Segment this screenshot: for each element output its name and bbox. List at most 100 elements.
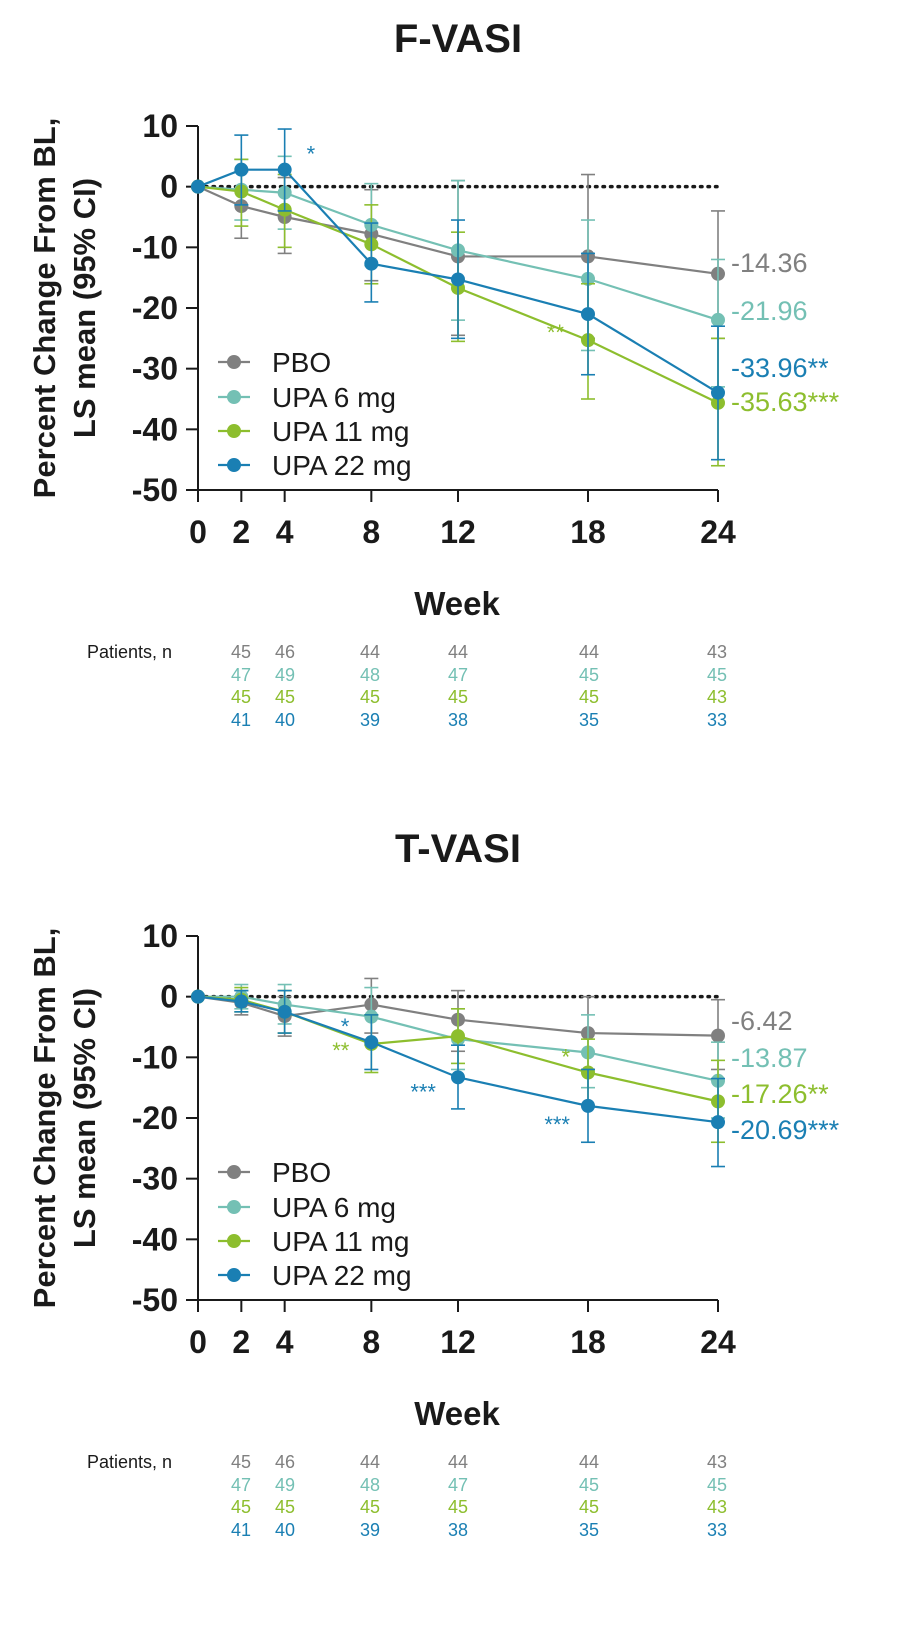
data-point xyxy=(581,1098,595,1113)
legend-swatch-marker xyxy=(227,1200,241,1214)
end-value-label: -17.26** xyxy=(731,1079,829,1109)
end-value-label: -6.42 xyxy=(731,1006,793,1036)
y-tick-label: 0 xyxy=(160,169,178,205)
data-point xyxy=(711,385,725,400)
x-tick-label: 24 xyxy=(700,514,736,550)
legend-label: UPA 22 mg xyxy=(272,450,412,481)
legend-label: UPA 6 mg xyxy=(272,382,396,413)
legend-label: UPA 11 mg xyxy=(272,416,409,447)
patient-count: 38 xyxy=(448,710,468,730)
patient-count: 44 xyxy=(579,1452,599,1472)
end-value-label: -33.96** xyxy=(731,353,829,383)
patient-count: 49 xyxy=(275,665,295,685)
y-tick-label: -30 xyxy=(132,351,178,387)
end-value-label: -13.87 xyxy=(731,1043,808,1073)
patient-count: 45 xyxy=(360,687,380,707)
legend-swatch-marker xyxy=(227,1268,241,1282)
x-tick-label: 2 xyxy=(232,1324,250,1360)
data-point xyxy=(277,1004,292,1019)
significance-marker: * xyxy=(561,1045,570,1070)
patient-count: 44 xyxy=(360,642,380,662)
end-value-label: -20.69*** xyxy=(731,1115,840,1145)
y-tick-label: -50 xyxy=(132,472,178,508)
legend-label: UPA 11 mg xyxy=(272,1226,409,1257)
patient-count: 48 xyxy=(360,665,380,685)
y-tick-label: -20 xyxy=(132,290,178,326)
significance-marker: *** xyxy=(410,1079,436,1104)
patient-count: 47 xyxy=(231,1475,251,1495)
legend-swatch-marker xyxy=(227,1165,241,1179)
data-point xyxy=(234,994,249,1009)
patient-count: 39 xyxy=(360,710,380,730)
patient-count: 45 xyxy=(448,1497,468,1517)
legend-swatch-marker xyxy=(227,458,241,472)
y-axis-label: Percent Change From BL, LS mean (95% CI) xyxy=(27,928,102,1309)
y-tick-label: -40 xyxy=(132,411,178,447)
y-axis-label-line2: LS mean (95% CI) xyxy=(67,178,102,438)
x-axis-label: Week xyxy=(414,1395,500,1432)
data-point xyxy=(191,989,205,1004)
patient-count: 43 xyxy=(707,642,727,662)
patient-count: 40 xyxy=(275,710,295,730)
significance-marker: *** xyxy=(544,1112,570,1137)
patient-count: 40 xyxy=(275,1520,295,1540)
y-tick-label: -50 xyxy=(132,1282,178,1318)
x-tick-label: 4 xyxy=(276,1324,294,1360)
patient-count: 45 xyxy=(275,687,295,707)
significance-marker: ** xyxy=(547,320,565,345)
legend-swatch-marker xyxy=(227,390,241,404)
patient-count: 46 xyxy=(275,642,295,662)
data-point xyxy=(191,179,205,194)
data-point xyxy=(364,1035,379,1050)
patient-count: 45 xyxy=(579,687,599,707)
series-upa-22-mg: -20.69*** xyxy=(191,989,840,1168)
y-tick-label: -40 xyxy=(132,1221,178,1257)
end-value-label: -21.96 xyxy=(731,296,808,326)
end-value-label: -35.63*** xyxy=(731,387,840,417)
data-point xyxy=(234,162,249,177)
data-point xyxy=(451,1029,465,1044)
x-tick-label: 0 xyxy=(189,1324,207,1360)
data-point xyxy=(711,1028,725,1043)
legend-swatch-marker xyxy=(227,1234,241,1248)
patient-count: 45 xyxy=(231,687,251,707)
legend-label: UPA 6 mg xyxy=(272,1192,396,1223)
patient-count: 43 xyxy=(707,1452,727,1472)
patient-count: 45 xyxy=(360,1497,380,1517)
patient-count: 45 xyxy=(579,1497,599,1517)
patient-count: 33 xyxy=(707,1520,727,1540)
legend-label: PBO xyxy=(272,1157,331,1188)
chart-panel-f-vasi: F-VASI Percent Change From BL, LS mean (95… xyxy=(27,17,840,730)
legend-label: PBO xyxy=(272,347,331,378)
legend-swatch-marker xyxy=(227,424,241,438)
y-tick-label: 10 xyxy=(142,918,178,954)
patients-label: Patients, n xyxy=(87,1452,172,1472)
patient-count: 45 xyxy=(275,1497,295,1517)
patient-count: 45 xyxy=(231,1497,251,1517)
significance-marker: ** xyxy=(332,1038,350,1063)
patient-count: 43 xyxy=(707,1497,727,1517)
y-axis-label-line2: LS mean (95% CI) xyxy=(67,988,102,1248)
x-tick-label: 0 xyxy=(189,514,207,550)
chart-panel-t-vasi: T-VASI Percent Change From BL, LS mean (95… xyxy=(27,827,840,1540)
significance-marker: * xyxy=(307,142,316,167)
x-tick-label: 12 xyxy=(440,514,476,550)
patient-count: 45 xyxy=(231,642,251,662)
y-tick-label: -20 xyxy=(132,1100,178,1136)
x-tick-label: 2 xyxy=(232,514,250,550)
patient-count: 35 xyxy=(579,710,599,730)
y-axis-label-line1: Percent Change From BL, xyxy=(27,928,62,1309)
y-tick-label: -10 xyxy=(132,1039,178,1075)
chart-title: T-VASI xyxy=(395,827,521,871)
y-axis-label-line1: Percent Change From BL, xyxy=(27,118,62,499)
x-tick-label: 18 xyxy=(570,514,606,550)
data-point xyxy=(711,312,725,327)
patient-count: 33 xyxy=(707,710,727,730)
data-point xyxy=(364,256,379,271)
data-point xyxy=(581,307,595,322)
patient-count: 44 xyxy=(448,1452,468,1472)
